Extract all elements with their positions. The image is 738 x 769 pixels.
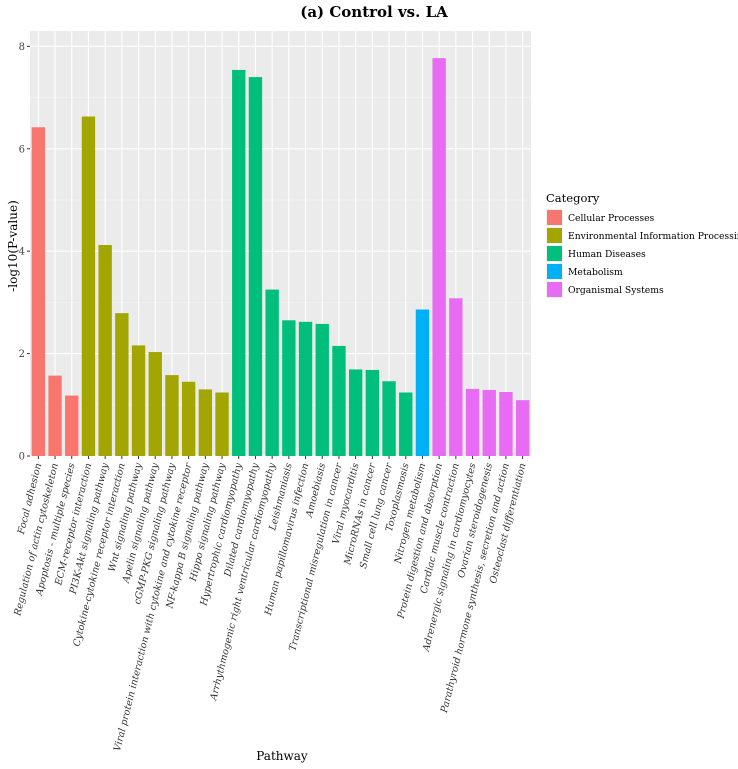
bar [265, 289, 279, 456]
legend-label: Cellular Processes [568, 213, 655, 224]
y-axis-title: -log10(P-value) [6, 200, 20, 292]
bar [81, 116, 96, 456]
bar [482, 389, 496, 456]
bar [415, 309, 430, 456]
bar [298, 321, 313, 456]
bar [232, 69, 246, 457]
bar [198, 389, 213, 456]
y-tick-label: 2 [19, 349, 25, 360]
bar [432, 58, 446, 457]
bar [365, 369, 380, 456]
bar [248, 77, 263, 456]
bar [449, 298, 463, 456]
y-axis: 0 2 4 6 8 [19, 42, 30, 463]
bar [115, 313, 129, 456]
bars [31, 58, 530, 457]
bar [382, 381, 396, 456]
bar [399, 392, 413, 456]
bar [332, 345, 346, 456]
bar [65, 395, 79, 456]
bar [98, 245, 112, 456]
chart-title: (a) Control vs. LA [300, 3, 448, 21]
legend-label: Organismal Systems [568, 285, 664, 296]
legend-swatch [547, 228, 562, 243]
legend: Category Cellular Processes Environmental … [546, 191, 738, 298]
y-tick-label: 6 [19, 144, 25, 155]
y-tick-label: 4 [19, 247, 25, 258]
legend-title: Category [546, 191, 600, 205]
bar [282, 320, 296, 456]
legend-label: Environmental Information Processing [568, 231, 738, 242]
bar [215, 392, 229, 456]
legend-swatch [547, 246, 562, 261]
bar [315, 323, 329, 456]
plot-panel [30, 31, 531, 456]
bar [148, 352, 162, 456]
bar [165, 375, 179, 456]
bar [515, 400, 530, 456]
bar [131, 345, 146, 456]
bar [31, 127, 46, 456]
y-tick-label: 0 [19, 452, 25, 463]
bar [348, 369, 363, 456]
legend-swatch [547, 210, 562, 225]
legend-label: Human Diseases [568, 249, 646, 260]
y-tick-label: 8 [19, 42, 25, 53]
bar [48, 375, 62, 456]
bar [465, 388, 480, 456]
legend-swatch [547, 264, 562, 279]
bar [499, 391, 513, 456]
legend-swatch [547, 282, 562, 297]
bar [181, 381, 196, 456]
legend-label: Metabolism [568, 267, 623, 278]
x-axis-title: Pathway [256, 749, 308, 763]
